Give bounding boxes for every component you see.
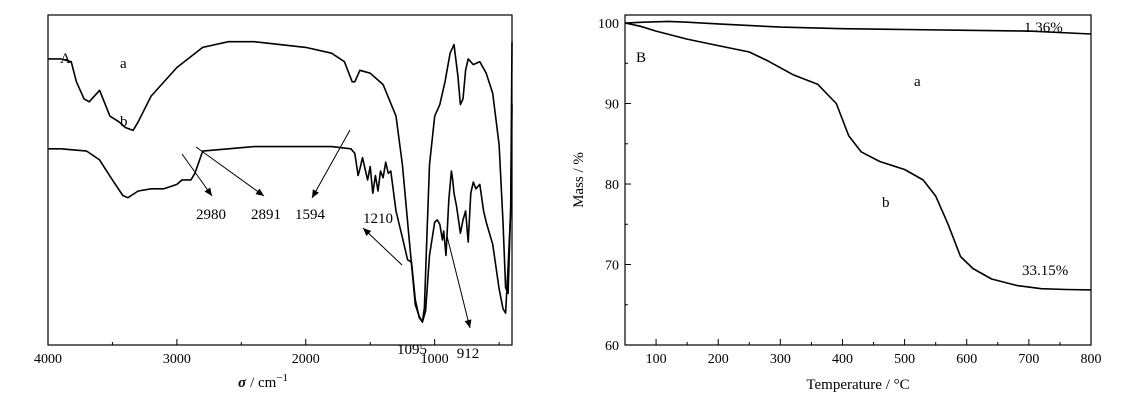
panel-a-annotation-arrowhead-2891 bbox=[255, 188, 264, 196]
panel-b-annotation-b: 33.15% bbox=[1022, 263, 1068, 279]
panel-a-x-tick-label: 3000 bbox=[163, 352, 191, 367]
panel-b-x-tick-label: 100 bbox=[646, 352, 667, 367]
panel-a-x-tick-label: 1000 bbox=[421, 352, 449, 367]
panel-b-x-tick-label: 500 bbox=[894, 352, 915, 367]
panel-b-x-tick-label: 700 bbox=[1018, 352, 1039, 367]
panel-a-ftir: A 4000 3000 2000 1000 2980 2891 1594 1210 1095 9… bbox=[34, 14, 513, 391]
panel-b-x-tick-label: 400 bbox=[832, 352, 853, 367]
panel-b-y-tick-label: 60 bbox=[605, 339, 619, 354]
panel-a-frame bbox=[47, 14, 513, 346]
panel-a-curves bbox=[48, 40, 513, 323]
panel-b-annotation-a: 1.36% bbox=[1024, 20, 1063, 36]
panel-b-x-axis-title: Temperature / °C bbox=[806, 377, 909, 393]
panel-b-curves bbox=[624, 20, 1092, 291]
panel-a-series-b-label: b bbox=[120, 114, 128, 130]
panel-a-annotation-912: 912 bbox=[457, 346, 480, 362]
panel-a-label: A bbox=[60, 51, 71, 67]
panel-b-axes: 100 200 300 400 500 600 700 800 60 70 80 90 100 bbox=[598, 17, 1102, 367]
panel-a-annotation-arrow-912 bbox=[446, 235, 471, 329]
panel-a-series-a-label: a bbox=[120, 56, 127, 72]
panel-b-x-tick-label: 200 bbox=[708, 352, 729, 367]
panel-a-annotation-2891: 2891 bbox=[251, 207, 281, 223]
panel-a-x-tick-label: 2000 bbox=[292, 352, 320, 367]
panel-b-x-tick-label: 300 bbox=[770, 352, 791, 367]
panel-a-x-axis-title: σ / cm−1 bbox=[238, 372, 288, 391]
panel-a-annotation-2980: 2980 bbox=[196, 207, 226, 223]
panel-b-y-tick-label: 70 bbox=[605, 259, 619, 274]
x-title-exponent: −1 bbox=[276, 372, 288, 384]
panel-a-annotation-1210: 1210 bbox=[363, 211, 393, 227]
panel-b-frame bbox=[624, 14, 1092, 346]
x-title-unit: / cm bbox=[250, 375, 277, 391]
panel-b-y-tick-label: 90 bbox=[605, 98, 619, 113]
panel-a-annotation-arrow-1210 bbox=[362, 227, 403, 266]
panel-a-annotation-arrowhead-2980 bbox=[204, 187, 212, 196]
panel-b-series-b-line bbox=[624, 22, 1092, 291]
panel-b-x-tick-label: 600 bbox=[956, 352, 977, 367]
panel-a-annotation-arrowhead-912 bbox=[464, 319, 472, 328]
panel-a-annotation-1594: 1594 bbox=[295, 207, 326, 223]
panel-b-y-axis-title: Mass / % bbox=[571, 152, 587, 208]
panel-b-label: B bbox=[636, 50, 646, 66]
panel-b-y-tick-label: 100 bbox=[598, 17, 619, 32]
panel-b-y-tick-label: 80 bbox=[605, 178, 619, 193]
panel-a-annotation-arrow-2980 bbox=[181, 153, 213, 197]
panel-a-x-tick-label: 4000 bbox=[34, 352, 62, 367]
panel-a-annotation-arrowhead-1210 bbox=[363, 228, 372, 237]
panel-a-series-b-line bbox=[48, 104, 513, 323]
panel-a-annotation-1095: 1095 bbox=[397, 342, 427, 358]
panel-a-x-axis: 4000 3000 2000 1000 bbox=[34, 339, 500, 367]
panel-b-series-b-label: b bbox=[882, 195, 890, 211]
panel-b-series-a-line bbox=[624, 20, 1092, 35]
panel-a-series-a-line bbox=[48, 40, 513, 323]
x-title-symbol: σ bbox=[238, 375, 247, 391]
panel-a-annotations: 2980 2891 1594 1210 1095 912 bbox=[181, 129, 480, 362]
panel-a-annotation-arrow-2891 bbox=[195, 146, 265, 197]
panel-b-x-tick-label: 800 bbox=[1081, 352, 1102, 367]
panel-a-annotation-arrow-1594 bbox=[311, 129, 351, 199]
panel-a-annotation-arrowhead-1594 bbox=[312, 189, 319, 198]
panel-b-series-a-label: a bbox=[914, 74, 921, 90]
